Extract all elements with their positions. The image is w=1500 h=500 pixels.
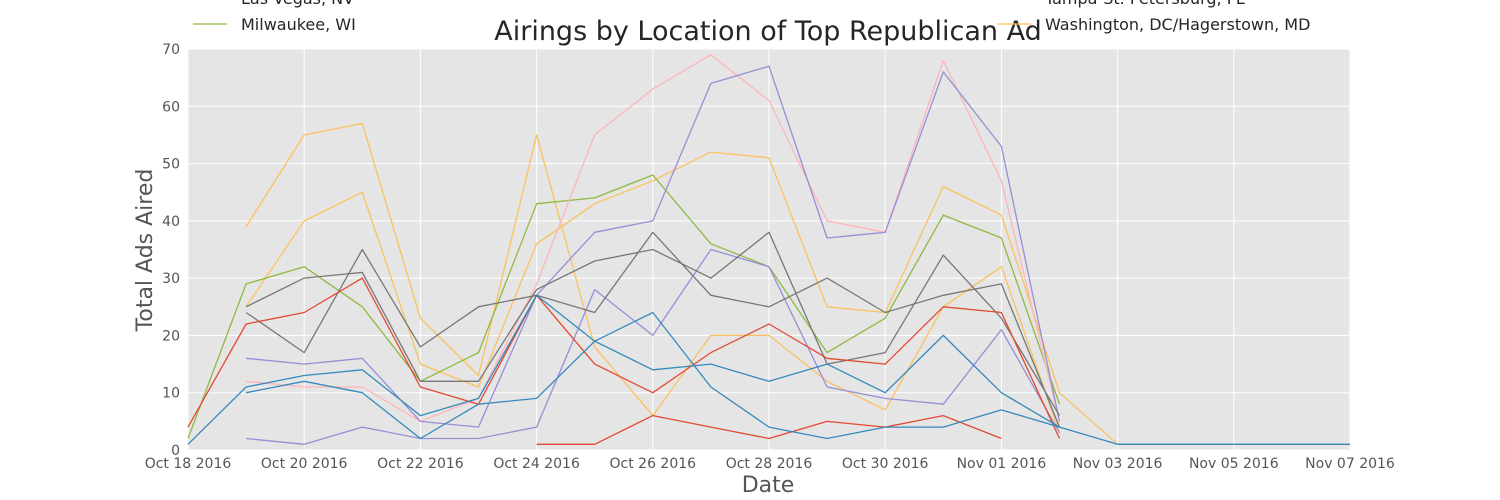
legend-label: Tampa-St. Petersburg, FL bbox=[1044, 0, 1245, 8]
series-line-6 bbox=[246, 248, 1061, 445]
chart-title: Airings by Location of Top Republican Ad bbox=[494, 16, 1041, 47]
x-axis-label: Date bbox=[742, 473, 795, 498]
x-tick-label: Oct 22 2016 bbox=[377, 456, 464, 472]
series-line-4 bbox=[246, 54, 1061, 423]
x-tick-label: Nov 05 2016 bbox=[1189, 456, 1279, 472]
series-line-12 bbox=[245, 334, 1060, 440]
y-tick-label: 60 bbox=[162, 99, 180, 115]
x-tick-label: Oct 30 2016 bbox=[842, 456, 929, 472]
y-tick-label: 70 bbox=[162, 42, 180, 58]
y-tick-label: 10 bbox=[162, 386, 180, 402]
series-line-5 bbox=[246, 65, 1061, 428]
series-lines bbox=[187, 54, 1350, 445]
x-tick-label: Oct 26 2016 bbox=[610, 456, 697, 472]
y-tick-label: 20 bbox=[162, 328, 180, 344]
y-tick-label: 0 bbox=[171, 443, 180, 459]
series-line-7 bbox=[245, 231, 1061, 416]
series-line-11 bbox=[187, 294, 1350, 445]
x-tick-label: Nov 03 2016 bbox=[1073, 456, 1163, 472]
y-axis-label: Total Ads Aired bbox=[133, 169, 158, 333]
x-tick-label: Oct 24 2016 bbox=[493, 456, 580, 472]
y-tick-label: 40 bbox=[162, 214, 180, 230]
y-axis-ticks: 0 10 20 30 40 50 60 70 bbox=[162, 42, 180, 459]
y-tick-label: 30 bbox=[162, 271, 180, 287]
x-tick-label: Nov 01 2016 bbox=[957, 456, 1047, 472]
legend: Las Vegas, NV Milwaukee, WI Tampa-St. Pete… bbox=[193, 0, 1310, 34]
x-tick-label: Oct 20 2016 bbox=[261, 456, 348, 472]
series-line-9 bbox=[187, 277, 1061, 439]
series-line-3 bbox=[187, 174, 1061, 439]
x-tick-label: Oct 28 2016 bbox=[726, 456, 813, 472]
legend-label: Milwaukee, WI bbox=[241, 15, 356, 34]
legend-label: Las Vegas, NV bbox=[241, 0, 354, 8]
legend-label: Washington, DC/Hagerstown, MD bbox=[1045, 15, 1310, 34]
series-line-8 bbox=[245, 231, 1061, 428]
x-axis-ticks: Oct 18 2016 Oct 20 2016 Oct 22 2016 Oct 24 … bbox=[145, 456, 1395, 472]
x-tick-label: Nov 07 2016 bbox=[1305, 456, 1395, 472]
y-tick-label: 50 bbox=[162, 157, 180, 173]
x-tick-label: Oct 18 2016 bbox=[145, 456, 232, 472]
series-line-10 bbox=[536, 414, 1002, 445]
